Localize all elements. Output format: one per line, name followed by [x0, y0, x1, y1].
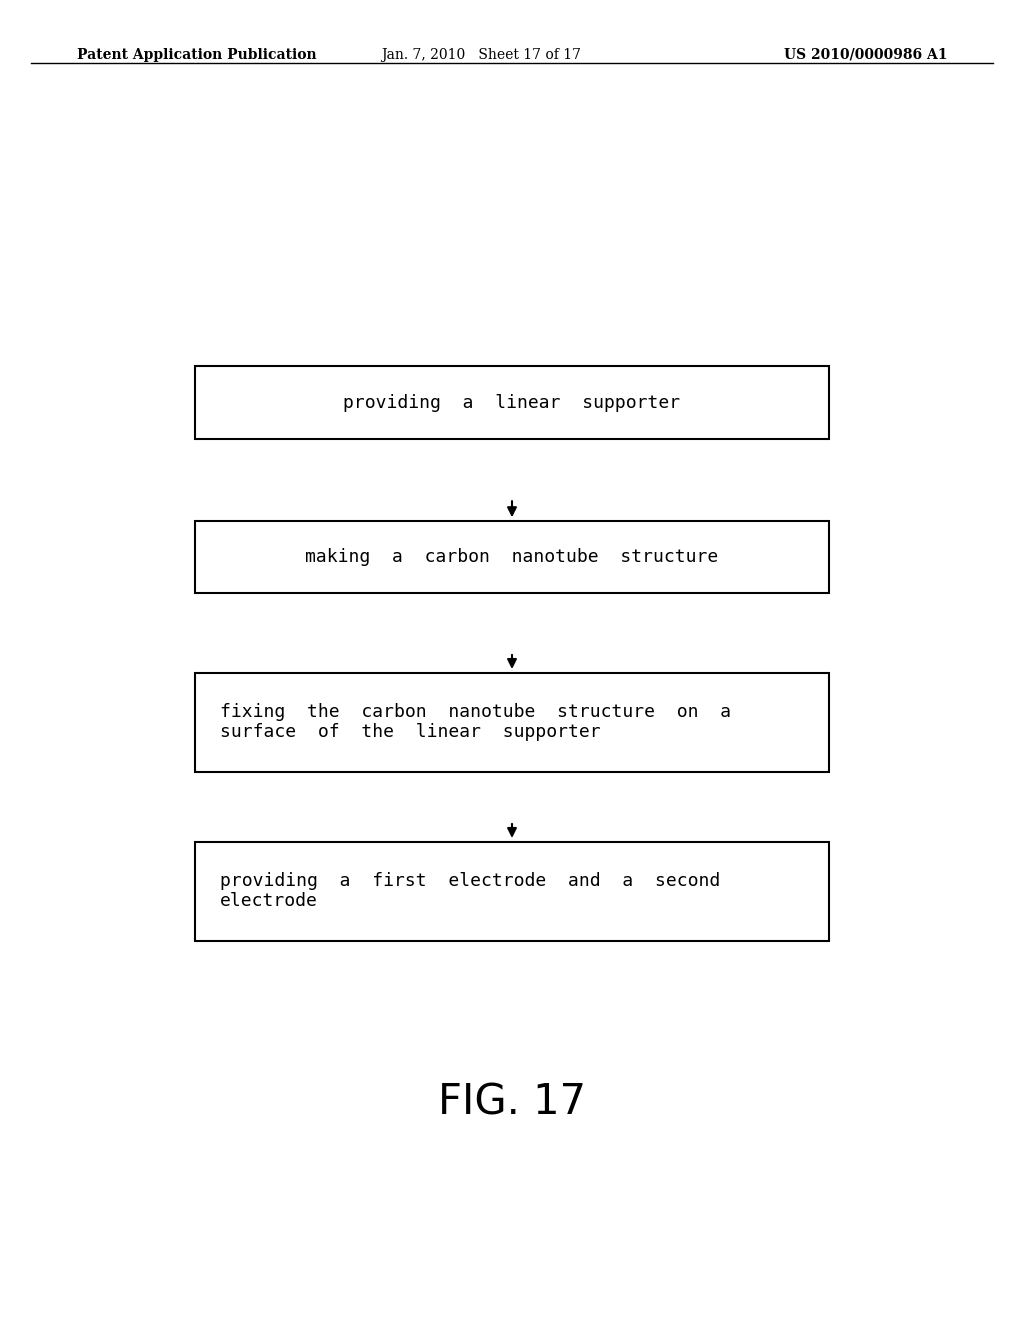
- Text: fixing  the  carbon  nanotube  structure  on  a
surface  of  the  linear  suppor: fixing the carbon nanotube structure on …: [220, 702, 731, 742]
- Text: Patent Application Publication: Patent Application Publication: [77, 48, 316, 62]
- Text: FIG. 17: FIG. 17: [438, 1081, 586, 1123]
- Bar: [195, 520, 829, 594]
- Text: making  a  carbon  nanotube  structure: making a carbon nanotube structure: [305, 548, 719, 566]
- Text: Jan. 7, 2010   Sheet 17 of 17: Jan. 7, 2010 Sheet 17 of 17: [381, 48, 582, 62]
- Text: providing  a  first  electrode  and  a  second
electrode: providing a first electrode and a second…: [220, 871, 721, 911]
- Bar: [195, 366, 829, 438]
- Text: US 2010/0000986 A1: US 2010/0000986 A1: [783, 48, 947, 62]
- Bar: [195, 672, 829, 771]
- Bar: [195, 842, 829, 940]
- Text: providing  a  linear  supporter: providing a linear supporter: [343, 393, 681, 412]
